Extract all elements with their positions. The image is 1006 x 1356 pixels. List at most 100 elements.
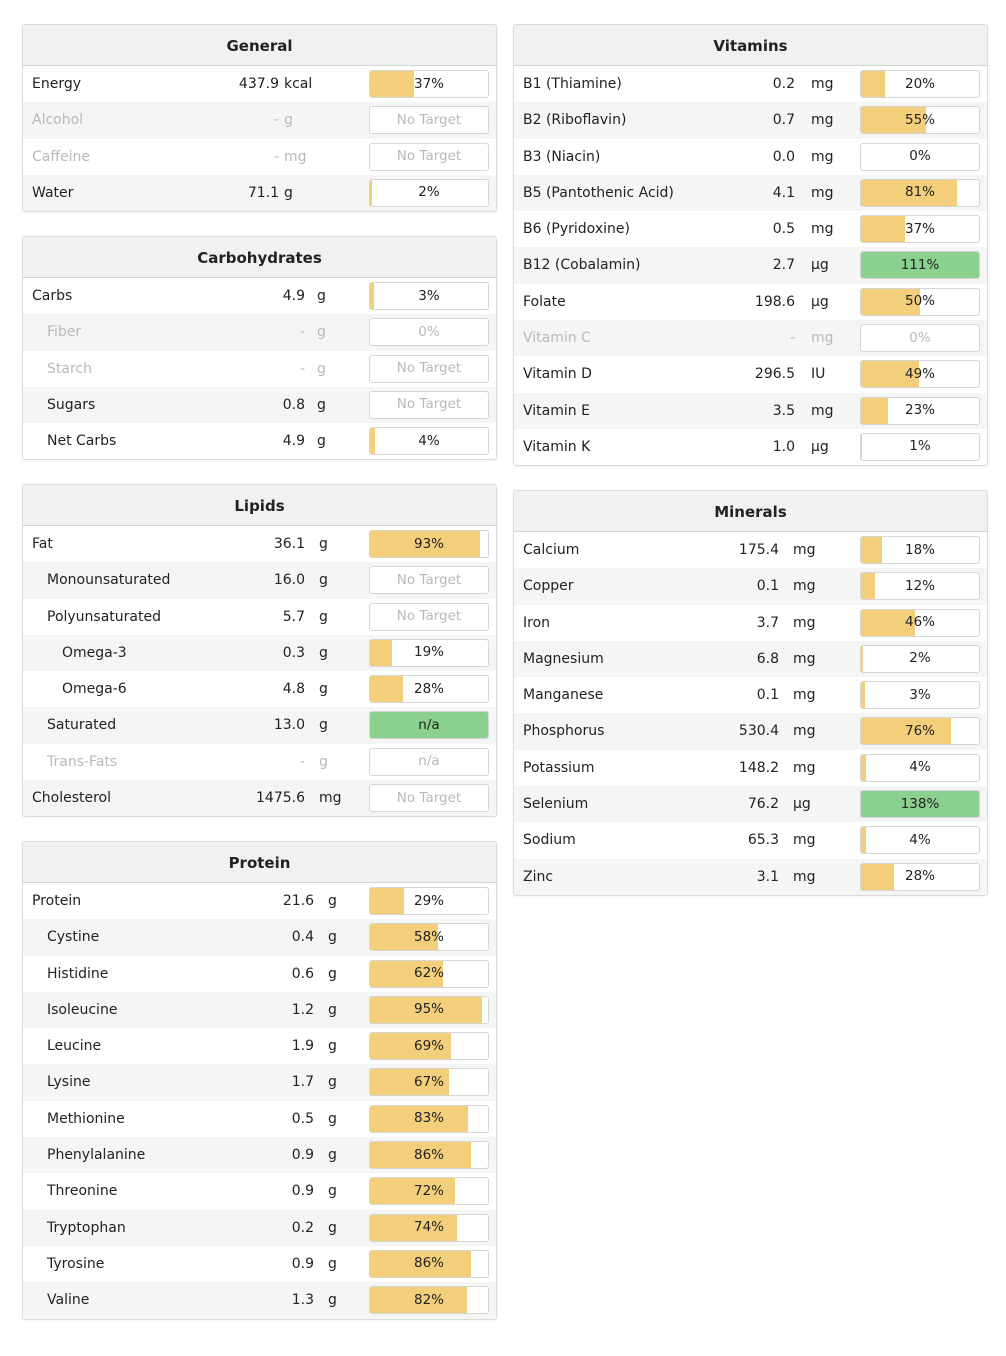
nutrient-name: Phenylalanine <box>47 1147 146 1164</box>
nutrient-name: Zinc <box>523 868 554 885</box>
nutrient-amount: - <box>299 753 305 770</box>
progress-percent: 86% <box>413 1146 444 1163</box>
progress-percent: 37% <box>904 220 935 237</box>
nutrient-row-isoleucine: Isoleucine 1.2 g 95% <box>23 991 496 1029</box>
progress-fill <box>861 397 889 424</box>
nutrient-unit: µg <box>811 438 829 455</box>
target-progress-bar: 20% <box>860 70 980 98</box>
progress-percent: n/a <box>418 753 440 770</box>
nutrient-unit: g <box>317 324 326 341</box>
target-progress-bar: 86% <box>369 1249 489 1278</box>
nutrient-name: Vitamin K <box>523 438 591 455</box>
nutrient-name: Vitamin D <box>523 366 592 383</box>
vitamins-panel: Vitamins B1 (Thiamine) 0.2 mg 20% B2 (Ribofl… <box>513 24 988 467</box>
progress-percent: 69% <box>413 1037 444 1054</box>
target-progress-bar: 12% <box>860 572 980 601</box>
nutrient-row-b6-pyridoxine: B6 (Pyridoxine) 0.5 mg 37% <box>514 211 987 247</box>
nutrient-name: Lysine <box>47 1074 91 1091</box>
nutrient-amount: 71.1 <box>247 184 279 201</box>
nutrient-name: Carbs <box>32 288 73 304</box>
target-progress-bar: 83% <box>369 1104 489 1133</box>
progress-fill <box>370 960 444 987</box>
general-panel: General Energy 437.9 kcal 37% Alcohol - g No Ta… <box>22 24 497 213</box>
nutrient-unit: µg <box>793 796 811 813</box>
nutrient-row-b5-pantothenic-acid: B5 (Pantothenic Acid) 4.1 mg 81% <box>514 174 987 212</box>
nutrient-name: Vitamin E <box>523 402 590 419</box>
nutrient-row-iron: Iron 3.7 mg 46% <box>514 605 987 641</box>
nutrient-name: Cystine <box>47 929 100 946</box>
nutrient-unit: mg <box>811 184 834 201</box>
nutrient-unit: IU <box>811 366 826 383</box>
nutrient-unit: g <box>319 572 328 589</box>
progress-fill <box>370 924 439 951</box>
nutrient-amount: 0.7 <box>772 112 795 129</box>
progress-percent: 62% <box>413 965 444 982</box>
nutrient-amount: 3.7 <box>756 614 779 631</box>
progress-fill <box>370 531 480 557</box>
nutrient-row-folate: Folate 198.6 µg 50% <box>514 284 987 320</box>
progress-percent: No Target <box>396 789 462 806</box>
target-progress-bar: 93% <box>369 530 489 558</box>
progress-fill <box>861 107 926 134</box>
nutrient-amount: 0.0 <box>772 148 795 165</box>
progress-percent: 93% <box>413 535 444 552</box>
nutrient-name: Energy <box>32 76 82 92</box>
target-progress-bar: 74% <box>369 1213 489 1242</box>
nutrient-amount: 13.0 <box>273 717 305 734</box>
progress-fill <box>861 71 885 97</box>
nutrient-unit: mg <box>793 614 816 631</box>
progress-percent: 12% <box>904 577 935 594</box>
nutrient-row-monounsaturated: Monounsaturated 16.0 g No Target <box>23 562 496 599</box>
target-progress-bar: 3% <box>369 282 489 310</box>
nutrient-unit: g <box>328 1074 337 1091</box>
nutrient-row-manganese: Manganese 0.1 mg 3% <box>514 677 987 713</box>
nutrient-row-histidine: Histidine 0.6 g 62% <box>23 956 496 992</box>
target-progress-bar: 37% <box>369 70 489 98</box>
nutrient-unit: µg <box>811 293 829 310</box>
target-progress-bar: 2% <box>369 178 489 207</box>
progress-percent: 1% <box>909 438 931 455</box>
progress-percent: 19% <box>413 644 444 661</box>
nutrient-amount: - <box>273 112 279 129</box>
nutrient-row-fat: Fat 36.1 g 93% <box>23 526 496 562</box>
nutrient-name: Magnesium <box>523 650 604 667</box>
nutrient-row-omega-6: Omega-6 4.8 g 28% <box>23 671 496 707</box>
progress-percent: 82% <box>413 1291 444 1308</box>
nutrient-row-trans-fats: Trans-Fats - g n/a <box>23 744 496 780</box>
nutrient-unit: g <box>319 717 328 734</box>
nutrient-row-energy: Energy 437.9 kcal 37% <box>23 66 496 102</box>
nutrient-row-protein: Protein 21.6 g 29% <box>23 883 496 919</box>
target-progress-bar: 28% <box>369 675 489 704</box>
progress-fill <box>370 676 404 703</box>
nutrient-name: Manganese <box>523 687 604 704</box>
nutrient-amount: 0.2 <box>291 1219 314 1236</box>
nutrient-unit: mg <box>811 112 834 129</box>
progress-fill <box>861 433 863 460</box>
nutrient-name: Selenium <box>523 796 589 813</box>
panel-title: Lipids <box>23 485 496 526</box>
nutrient-rows: Calcium 175.4 mg 18% Copper 0.1 mg 12% Iron 3.7 mg… <box>514 532 987 895</box>
nutrient-name: B3 (Niacin) <box>523 148 601 165</box>
nutrient-unit: g <box>328 1292 337 1309</box>
target-progress-bar: No Target <box>369 354 489 383</box>
progress-fill <box>861 288 920 315</box>
progress-fill <box>861 827 866 854</box>
nutrient-row-magnesium: Magnesium 6.8 mg 2% <box>514 640 987 678</box>
nutrient-unit: mg <box>284 148 307 165</box>
progress-fill <box>370 888 405 914</box>
target-progress-bar: 2% <box>860 644 980 673</box>
nutrient-row-b3-niacin: B3 (Niacin) 0.0 mg 0% <box>514 139 987 175</box>
nutrient-rows: Fat 36.1 g 93% Monounsaturated 16.0 g No Target… <box>23 526 496 817</box>
nutrient-row-cystine: Cystine 0.4 g 58% <box>23 919 496 956</box>
nutrient-name: Caffeine <box>32 148 90 165</box>
nutrient-row-saturated: Saturated 13.0 g n/a <box>23 707 496 744</box>
protein-panel: Protein Protein 21.6 g 29% Cystine 0.4 g 58% His… <box>22 841 497 1320</box>
progress-fill <box>370 179 373 206</box>
nutrient-name: Isoleucine <box>47 1001 118 1018</box>
target-progress-bar: 0% <box>860 142 980 171</box>
nutrient-unit: mg <box>811 148 834 165</box>
target-progress-bar: 23% <box>860 396 980 425</box>
target-progress-bar: 19% <box>369 638 489 667</box>
nutrient-amount: 1.7 <box>291 1074 314 1091</box>
progress-fill <box>861 252 979 279</box>
